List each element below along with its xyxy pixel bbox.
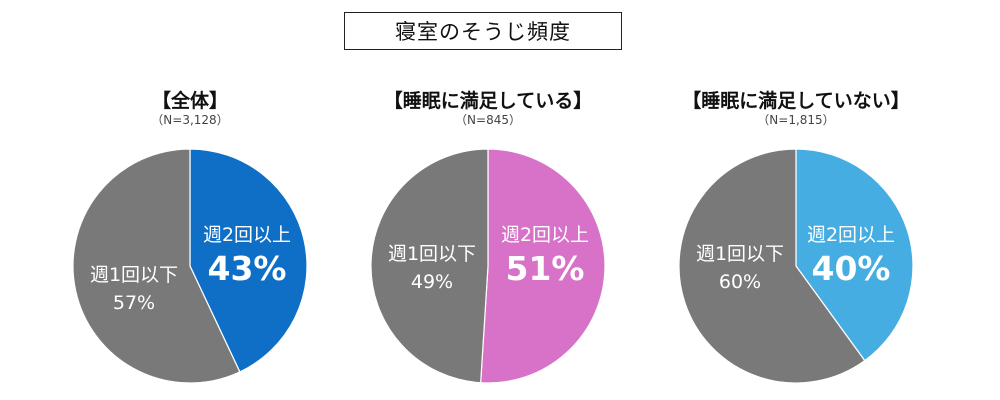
pie-all-sample-size: （N=3,128） [151,113,229,127]
pie-all-label-weekly-1orless: 週1回以下 [90,264,178,286]
pie-satisfied-sample-size: （N=845） [455,113,521,127]
pie-satisfied-value-weekly-1orless: 49% [411,271,453,293]
pie-unsatisfied-sample-size: （N=1,815） [757,113,835,127]
pie-all-slice-weekly-1orless [72,148,241,384]
pie-unsatisfied-label-weekly-2plus: 週2回以上 [807,224,895,246]
pie-unsatisfied-value-weekly-1orless: 60% [719,271,761,293]
pie-chart-all: 週2回以上 43% 週1回以下 57% [72,148,308,384]
pie-satisfied-label-weekly-1orless: 週1回以下 [388,243,476,265]
pie-chart-satisfied: 週2回以上 51% 週1回以下 49% [370,148,606,384]
pie-satisfied-slice-weekly-2plus [480,148,606,384]
pie-unsatisfied-slice-weekly-1orless [678,148,866,384]
pie-unsatisfied-label-weekly-1orless: 週1回以下 [696,243,784,265]
pie-all-value-weekly-2plus: 43% [208,249,287,288]
pie-all-slice-weekly-2plus [189,148,308,373]
chart-main-title: 寝室のそうじ頻度 [344,12,622,50]
pie-all-title: 【全体】 [151,90,228,112]
pie-all-label-weekly-2plus: 週2回以上 [203,224,291,246]
pie-satisfied-label-weekly-2plus: 週2回以上 [501,224,589,246]
pie-chart-unsatisfied: 週2回以上 40% 週1回以下 60% [678,148,914,384]
pie-all-value-weekly-1orless: 57% [113,292,155,314]
pie-unsatisfied-value-weekly-2plus: 40% [812,249,891,288]
pie-satisfied-slice-weekly-1orless [370,148,489,384]
pie-unsatisfied-title: 【睡眠に満足していない】 [682,90,910,112]
pie-satisfied-value-weekly-2plus: 51% [506,249,585,288]
pie-unsatisfied-slice-weekly-2plus [795,148,914,362]
pie-satisfied-title: 【睡眠に満足している】 [383,90,593,112]
